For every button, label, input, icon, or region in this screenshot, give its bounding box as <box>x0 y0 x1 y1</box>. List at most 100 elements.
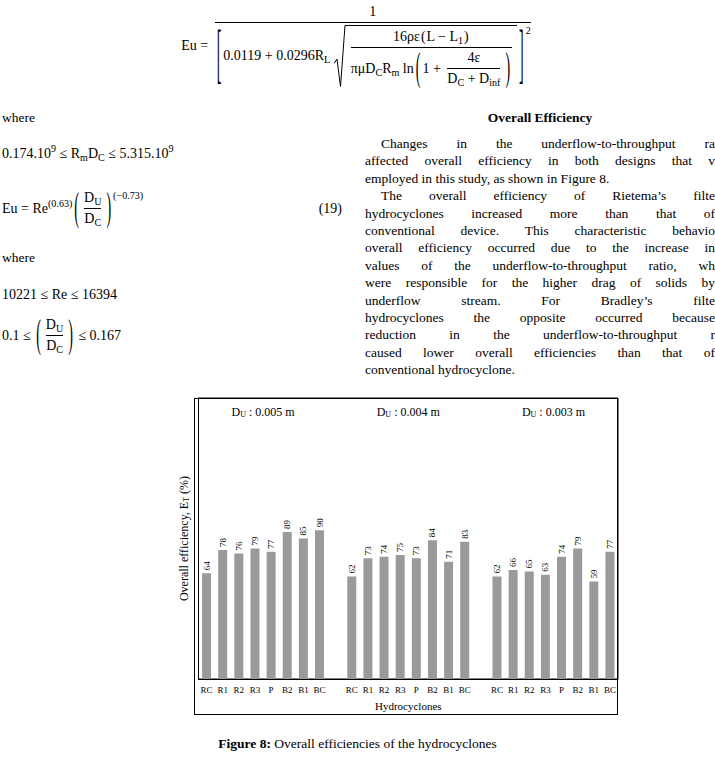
svg-text:D: D <box>231 405 240 419</box>
html-text:DU: DU <box>84 190 102 207</box>
html-text:4ε: 4ε <box>467 50 481 66</box>
svg-text:79: 79 <box>250 536 260 546</box>
html-text:Overall Efficiency: Overall Efficiency <box>487 110 593 125</box>
svg-text:U: U <box>385 410 392 419</box>
html-text:reduction in the underflow-to-: reduction in the underflow-to-throughput… <box>365 327 715 343</box>
svg-text:: 0.005 m: : 0.005 m <box>246 405 295 419</box>
html-text:2: 2 <box>525 25 531 37</box>
svg-text:Overall efficiency, E: Overall efficiency, E <box>177 502 191 601</box>
svg-text:RC: RC <box>491 685 503 695</box>
html-text:underflow stream. For Bradley’: underflow stream. For Bradley’s filte <box>365 292 715 308</box>
svg-text:B2: B2 <box>427 685 438 695</box>
svg-text:(%): (%) <box>177 476 191 497</box>
svg-text:64: 64 <box>202 561 212 571</box>
svg-text:62: 62 <box>492 565 502 574</box>
html-text:DC: DC <box>46 338 63 355</box>
html-text:≤ 0.167: ≤ 0.167 <box>74 327 122 343</box>
html-text:πμDCRmln: πμDCRmln <box>350 60 414 78</box>
svg-text:90: 90 <box>315 518 325 528</box>
svg-text:B2: B2 <box>572 685 583 695</box>
svg-text:75: 75 <box>395 543 405 553</box>
svg-text:U: U <box>530 410 537 419</box>
svg-text:R1: R1 <box>363 685 374 695</box>
svg-text:B2: B2 <box>282 685 293 695</box>
svg-text:: 0.003 m: : 0.003 m <box>536 405 585 419</box>
svg-text:B1: B1 <box>298 685 309 695</box>
svg-text:R2: R2 <box>234 685 245 695</box>
html-text:9≤ RmDC≤ 5.315.10: 9≤ RmDC≤ 5.315.10 <box>51 143 169 163</box>
svg-text:77: 77 <box>266 539 276 549</box>
svg-text:BC: BC <box>314 685 326 695</box>
svg-text:84: 84 <box>427 528 437 538</box>
html-text:DC: DC <box>84 211 102 228</box>
svg-text:RC: RC <box>201 685 213 695</box>
html-text:(−0.73): (−0.73) <box>113 190 144 201</box>
svg-text:83: 83 <box>460 529 470 539</box>
svg-text:R1: R1 <box>217 685 228 695</box>
svg-text:74: 74 <box>557 544 567 554</box>
svg-text:66: 66 <box>508 557 518 567</box>
html-text:Figure 8: Overall efficiencies: Figure 8: Overall efficiencies of the hy… <box>218 736 497 751</box>
svg-text:U: U <box>240 410 246 419</box>
svg-text:63: 63 <box>540 562 550 572</box>
svg-text:R2: R2 <box>524 685 535 695</box>
svg-text:R3: R3 <box>395 685 406 695</box>
html-text:DC+ Dinf: DC+ Dinf <box>447 71 501 88</box>
html-text:10221 ≤ Re ≤ 16394: 10221 ≤ Re ≤ 16394 <box>2 287 117 302</box>
html-text:conventional hydrocyclone.: conventional hydrocyclone. <box>365 362 515 378</box>
html-text:employed in this study, as sho: employed in this study, as shown in Figu… <box>365 170 610 186</box>
svg-text:D: D <box>522 405 531 419</box>
html-text:values of the underflow-to-thr: values of the underflow-to-throughput ra… <box>365 257 715 273</box>
html-text:overall efficiency occurred du: overall efficiency occurred due to the i… <box>365 240 715 256</box>
html-text:affected overall efficiency in: affected overall efficiency in both desi… <box>365 153 715 169</box>
html-text:conventional device. This char: conventional device. This characteristic… <box>365 223 715 238</box>
svg-text:: 0.004 m: : 0.004 m <box>391 405 440 419</box>
svg-text:78: 78 <box>218 538 228 548</box>
svg-text:BC: BC <box>604 685 616 695</box>
html-text:1 +: 1 + <box>422 60 445 76</box>
html-text:9: 9 <box>168 143 174 155</box>
svg-text:62: 62 <box>347 565 357 574</box>
svg-text:P: P <box>559 685 564 695</box>
svg-text:73: 73 <box>411 546 421 556</box>
svg-text:71: 71 <box>444 550 454 559</box>
svg-text:65: 65 <box>524 559 534 569</box>
svg-text:B1: B1 <box>589 685 600 695</box>
svg-text:BC: BC <box>459 685 471 695</box>
svg-text:74: 74 <box>379 544 389 554</box>
html-text:16ρε (L − L1): 16ρε (L − L1) <box>393 29 469 46</box>
svg-text:76: 76 <box>234 541 244 551</box>
html-text:Eu =: Eu = <box>181 37 212 53</box>
svg-text:85: 85 <box>298 526 308 536</box>
svg-text:89: 89 <box>282 519 292 529</box>
html-text:Changes in the underflow-to-th: Changes in the underflow-to-throughput r… <box>381 136 715 151</box>
html-text:Eu = Re(0.63): Eu = Re(0.63) <box>2 197 73 216</box>
html-text:The overall efficiency of Riet: The overall efficiency of Rietema’s filt… <box>381 188 715 204</box>
html-text:where: where <box>2 110 35 125</box>
svg-text:73: 73 <box>363 546 373 556</box>
html-text:0.174.10: 0.174.10 <box>2 146 51 161</box>
html-text:(19): (19) <box>318 200 342 216</box>
html-text:where: where <box>2 250 35 265</box>
svg-text:P: P <box>269 685 274 695</box>
html-text:hydrocyclones increased more t: hydrocyclones increased more than that o… <box>365 205 715 221</box>
html-text:hydrocyclones the opposite occ: hydrocyclones the opposite occurred beca… <box>365 310 715 326</box>
svg-text:R1: R1 <box>508 685 519 695</box>
svg-text:RC: RC <box>346 685 358 695</box>
svg-text:Hydrocyclones: Hydrocyclones <box>375 700 442 712</box>
html-text:1: 1 <box>369 4 377 19</box>
svg-text:D: D <box>377 405 386 419</box>
svg-text:R3: R3 <box>250 685 261 695</box>
svg-text:77: 77 <box>605 539 615 549</box>
svg-text:79: 79 <box>573 536 583 546</box>
svg-text:R3: R3 <box>540 685 551 695</box>
svg-text:P: P <box>414 685 419 695</box>
html-text:DU: DU <box>45 317 64 334</box>
html-text:0.1 ≤: 0.1 ≤ <box>2 327 35 343</box>
svg-text:59: 59 <box>589 569 599 579</box>
svg-text:B1: B1 <box>443 685 454 695</box>
html-text:caused lower overall efficienc: caused lower overall efficiencies than t… <box>365 344 715 360</box>
svg-text:R2: R2 <box>379 685 390 695</box>
html-text:0.0119 + 0.0296RL: 0.0119 + 0.0296RL <box>223 48 331 65</box>
html-text:were responsible for the highe: were responsible for the higher drag of … <box>365 275 715 291</box>
